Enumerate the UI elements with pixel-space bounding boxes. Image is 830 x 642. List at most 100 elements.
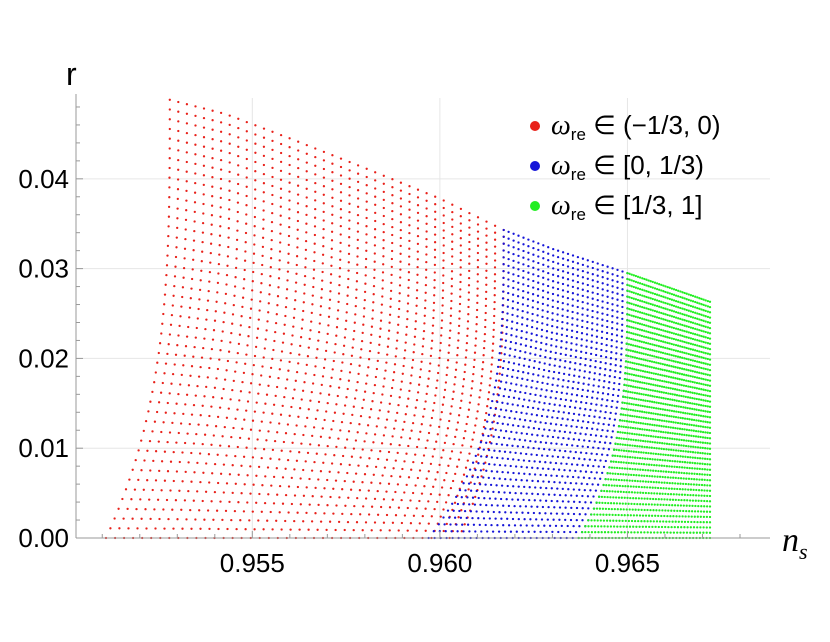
data-point-green — [670, 320, 674, 323]
data-point-blue — [571, 273, 575, 276]
data-point-green — [639, 422, 642, 425]
data-point-green — [700, 382, 703, 386]
data-point-blue — [576, 299, 579, 302]
data-point-red — [181, 480, 184, 483]
data-point-red — [298, 407, 302, 410]
data-point-green — [661, 408, 665, 411]
data-point-red — [361, 406, 364, 410]
data-point-red — [255, 501, 258, 504]
data-point-blue — [544, 421, 547, 425]
data-point-green — [692, 488, 695, 492]
data-point-green — [596, 513, 599, 516]
data-point-green — [647, 417, 650, 420]
data-point-green — [692, 440, 695, 443]
data-point-red — [202, 107, 206, 110]
data-point-red — [192, 258, 195, 261]
data-point-red — [154, 479, 158, 482]
data-point-green — [655, 316, 659, 319]
data-point-green — [638, 287, 642, 291]
data-point-green — [674, 476, 677, 480]
data-point-green — [632, 438, 635, 442]
data-point-red — [199, 527, 202, 530]
data-point-red — [168, 431, 172, 434]
data-point-green — [638, 316, 642, 320]
data-point-red — [280, 350, 284, 353]
data-point-red — [493, 294, 496, 297]
data-point-red — [461, 392, 464, 395]
data-point-blue — [501, 401, 504, 404]
data-point-red — [355, 288, 358, 291]
data-point-red — [303, 274, 307, 278]
data-point-green — [666, 308, 669, 311]
data-point-red — [416, 204, 420, 207]
data-point-blue — [507, 257, 510, 261]
data-point-red — [491, 349, 494, 352]
data-point-green — [695, 413, 698, 417]
data-point-green — [695, 397, 698, 401]
data-point-green — [677, 333, 680, 336]
data-point-blue — [512, 485, 515, 488]
data-point-green — [647, 319, 650, 322]
data-point-red — [411, 366, 414, 369]
data-point-red — [311, 303, 314, 306]
data-point-blue — [605, 404, 608, 408]
data-point-blue — [517, 369, 520, 373]
data-point-green — [643, 520, 646, 523]
data-point-blue — [464, 489, 467, 492]
data-point-green — [646, 486, 649, 489]
data-point-red — [231, 322, 234, 325]
data-point-blue — [500, 443, 504, 446]
data-point-blue — [510, 334, 513, 337]
data-point-blue — [494, 428, 497, 432]
data-point-green — [668, 465, 671, 468]
data-point-blue — [506, 374, 509, 377]
data-point-blue — [539, 394, 542, 397]
data-point-red — [236, 192, 240, 195]
data-point-green — [668, 481, 671, 485]
data-point-blue — [542, 368, 546, 372]
data-point-green — [641, 439, 645, 443]
data-point-red — [156, 361, 159, 364]
data-point-blue — [510, 410, 513, 413]
data-point-red — [173, 275, 177, 278]
data-point-green — [708, 505, 712, 508]
data-point-green — [637, 508, 640, 511]
data-point-blue — [586, 283, 589, 287]
data-point-red — [493, 287, 496, 290]
data-point-red — [330, 462, 334, 465]
data-point-red — [206, 376, 209, 379]
data-point-green — [708, 489, 712, 492]
data-point-red — [175, 441, 178, 444]
data-point-blue — [516, 321, 519, 325]
data-point-green — [627, 450, 631, 453]
data-point-green — [640, 451, 643, 454]
data-point-red — [168, 186, 171, 189]
data-point-red — [399, 213, 403, 216]
data-point-green — [657, 333, 661, 337]
data-point-blue — [521, 296, 525, 299]
data-point-red — [234, 266, 238, 270]
data-point-red — [414, 484, 417, 487]
data-point-blue — [525, 432, 529, 436]
data-point-blue — [539, 473, 542, 477]
data-point-green — [587, 519, 590, 522]
data-point-green — [666, 498, 669, 501]
data-point-blue — [522, 236, 525, 239]
data-point-green — [693, 354, 697, 357]
data-point-green — [647, 434, 650, 438]
data-point-green — [698, 307, 701, 310]
data-point-red — [162, 312, 165, 316]
data-point-blue — [596, 280, 599, 283]
data-point-blue — [551, 312, 554, 315]
data-point-green — [690, 429, 693, 432]
data-point-red — [201, 231, 205, 234]
data-point-green — [674, 520, 677, 523]
data-point-red — [271, 211, 274, 215]
data-point-red — [348, 194, 351, 197]
data-point-green — [635, 433, 638, 436]
data-point-green — [653, 458, 657, 461]
data-point-green — [647, 296, 650, 299]
data-point-blue — [526, 318, 529, 321]
data-point-red — [405, 483, 408, 487]
data-point-green — [672, 531, 676, 534]
